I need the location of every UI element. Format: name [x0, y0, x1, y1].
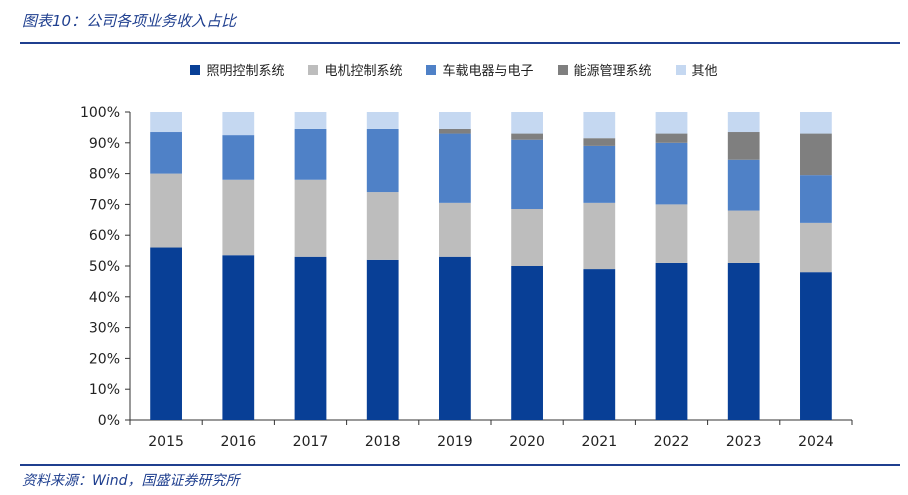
bar-segment	[583, 202, 616, 270]
bar-segment	[583, 138, 616, 146]
bar-segment	[727, 262, 760, 420]
bar-segment	[655, 112, 688, 134]
bar-segment	[294, 179, 327, 257]
y-tick-label: 30%	[89, 321, 120, 337]
bar-segment	[150, 132, 182, 174]
bar-segment	[222, 135, 255, 180]
y-tick-label: 40%	[89, 290, 120, 306]
bar-segment	[439, 133, 471, 203]
bar-segment	[366, 128, 399, 193]
bar-segment	[222, 255, 255, 420]
bar-segment	[150, 173, 182, 248]
bar-segment	[583, 269, 616, 420]
footer-divider	[20, 464, 900, 466]
x-tick-label: 2024	[798, 434, 834, 450]
x-tick-label: 2017	[293, 434, 329, 450]
legend-swatch	[308, 64, 319, 75]
legend-label: 电机控制系统	[324, 64, 403, 79]
bar-segment	[800, 112, 832, 134]
bar-segment	[366, 112, 399, 129]
chart-legend: 照明控制系统 电机控制系统 车载电器与电子 能源管理系统 其他	[0, 60, 908, 79]
bar-segment	[727, 132, 760, 160]
y-tick-label: 90%	[89, 136, 120, 152]
bar-segment	[511, 112, 543, 134]
bar-segment	[294, 128, 327, 180]
legend-swatch	[675, 64, 686, 75]
bar-segment	[222, 112, 255, 136]
y-tick-label: 50%	[89, 259, 120, 275]
bar-segment	[800, 175, 832, 223]
bar-segment	[727, 112, 760, 133]
bar-segment	[439, 256, 471, 420]
x-tick-label: 2015	[148, 434, 184, 450]
legend-label: 车载电器与电子	[442, 64, 534, 79]
y-tick-label: 0%	[98, 413, 120, 429]
source-note: 资料来源：Wind，国盛证券研究所	[22, 473, 240, 489]
x-tick-label: 2021	[581, 434, 617, 450]
legend-item: 其他	[675, 60, 718, 79]
stacked-bar-chart: 0% 10% 20% 30% 40% 50% 60% 70% 80% 90% 100% 2015 201…	[80, 105, 853, 450]
y-tick-label: 70%	[89, 197, 120, 213]
bar-segment	[439, 112, 471, 129]
bar-segment	[294, 112, 327, 129]
bar-segment	[222, 179, 255, 256]
bar-segment	[511, 133, 543, 140]
y-tick-label: 60%	[89, 228, 120, 244]
bar-segment	[511, 209, 543, 266]
legend-swatch	[426, 64, 437, 75]
x-tick-label: 2016	[220, 434, 256, 450]
y-tick-label: 20%	[89, 351, 120, 367]
bar-segment	[800, 133, 832, 176]
bar-segment	[727, 159, 760, 211]
bar-segment	[583, 145, 616, 203]
legend-item: 照明控制系统	[190, 60, 284, 79]
bar-segment	[655, 204, 688, 263]
legend-swatch	[557, 64, 568, 75]
figure-title: 图表10：公司各项业务收入占比	[22, 12, 237, 30]
bar-segment	[294, 256, 327, 420]
legend-label: 能源管理系统	[573, 64, 652, 79]
bar-segment	[439, 202, 471, 257]
bar-segment	[150, 112, 182, 133]
x-tick-label: 2018	[365, 434, 401, 450]
bar-segment	[511, 266, 543, 420]
bar-segment	[800, 272, 832, 420]
bar-segment	[727, 210, 760, 263]
legend-item: 车载电器与电子	[426, 60, 534, 79]
x-tick-label: 2022	[654, 434, 690, 450]
bar-segment	[800, 222, 832, 273]
x-tick-label: 2020	[509, 434, 545, 450]
bar-segment	[511, 139, 543, 210]
bar-segment	[655, 142, 688, 205]
legend-item: 电机控制系统	[308, 60, 402, 79]
bar-segment	[366, 192, 399, 260]
x-tick-label: 2019	[437, 434, 473, 450]
bar-segment	[366, 259, 399, 420]
legend-swatch	[190, 64, 201, 75]
bar-segment	[150, 247, 182, 420]
legend-label: 照明控制系统	[206, 64, 285, 79]
y-tick-label: 10%	[89, 382, 120, 398]
y-tick-label: 100%	[80, 105, 120, 121]
y-tick-label: 80%	[89, 167, 120, 183]
header-divider	[20, 42, 900, 44]
x-tick-label: 2023	[726, 434, 762, 450]
legend-item: 能源管理系统	[557, 60, 652, 79]
bar-segment	[583, 112, 616, 139]
bar-segment	[655, 133, 688, 143]
bar-segment	[439, 128, 471, 134]
legend-label: 其他	[691, 64, 718, 79]
bar-segment	[655, 262, 688, 420]
